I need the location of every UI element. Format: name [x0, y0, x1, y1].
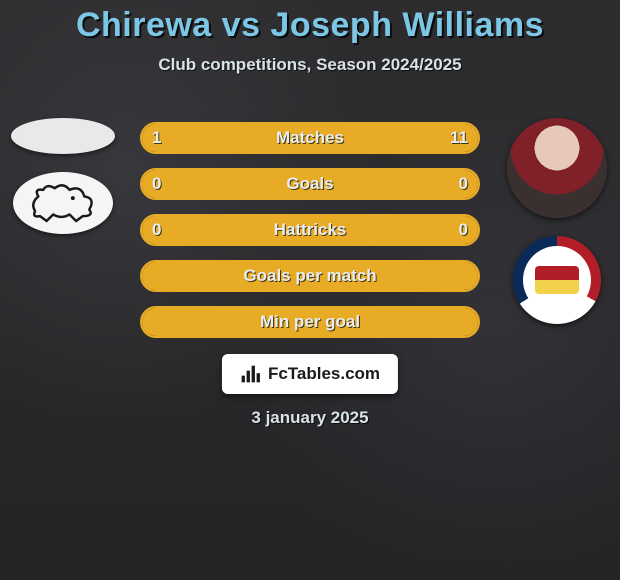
- stat-row: Min per goal: [140, 306, 480, 338]
- stat-row: 00Goals: [140, 168, 480, 200]
- player-left-column: [8, 118, 118, 234]
- site-badge-label: FcTables.com: [268, 364, 380, 384]
- site-badge[interactable]: FcTables.com: [222, 354, 398, 394]
- stat-row: Goals per match: [140, 260, 480, 292]
- stat-bars: 111Matches 00Goals 00Hattricks Goals per ma…: [140, 122, 480, 352]
- page-subtitle: Club competitions, Season 2024/2025: [0, 55, 620, 75]
- player-right-photo: [507, 118, 607, 218]
- barchart-icon: [240, 364, 260, 384]
- derby-ram-icon: [22, 178, 104, 228]
- page-title: Chirewa vs Joseph Williams: [0, 0, 620, 45]
- comparison-card: Chirewa vs Joseph Williams Club competit…: [0, 0, 620, 580]
- player-left-photo: [11, 118, 115, 154]
- footer-date: 3 january 2025: [0, 408, 620, 428]
- stat-row: 00Hattricks: [140, 214, 480, 246]
- stat-row: 111Matches: [140, 122, 480, 154]
- stat-label: Goals per match: [142, 262, 478, 290]
- club-crest-right: [513, 236, 601, 324]
- player-right-column: [502, 118, 612, 324]
- stat-label: Matches: [142, 124, 478, 152]
- stat-label: Goals: [142, 170, 478, 198]
- stat-label: Min per goal: [142, 308, 478, 336]
- club-crest-left: [13, 172, 113, 234]
- stat-label: Hattricks: [142, 216, 478, 244]
